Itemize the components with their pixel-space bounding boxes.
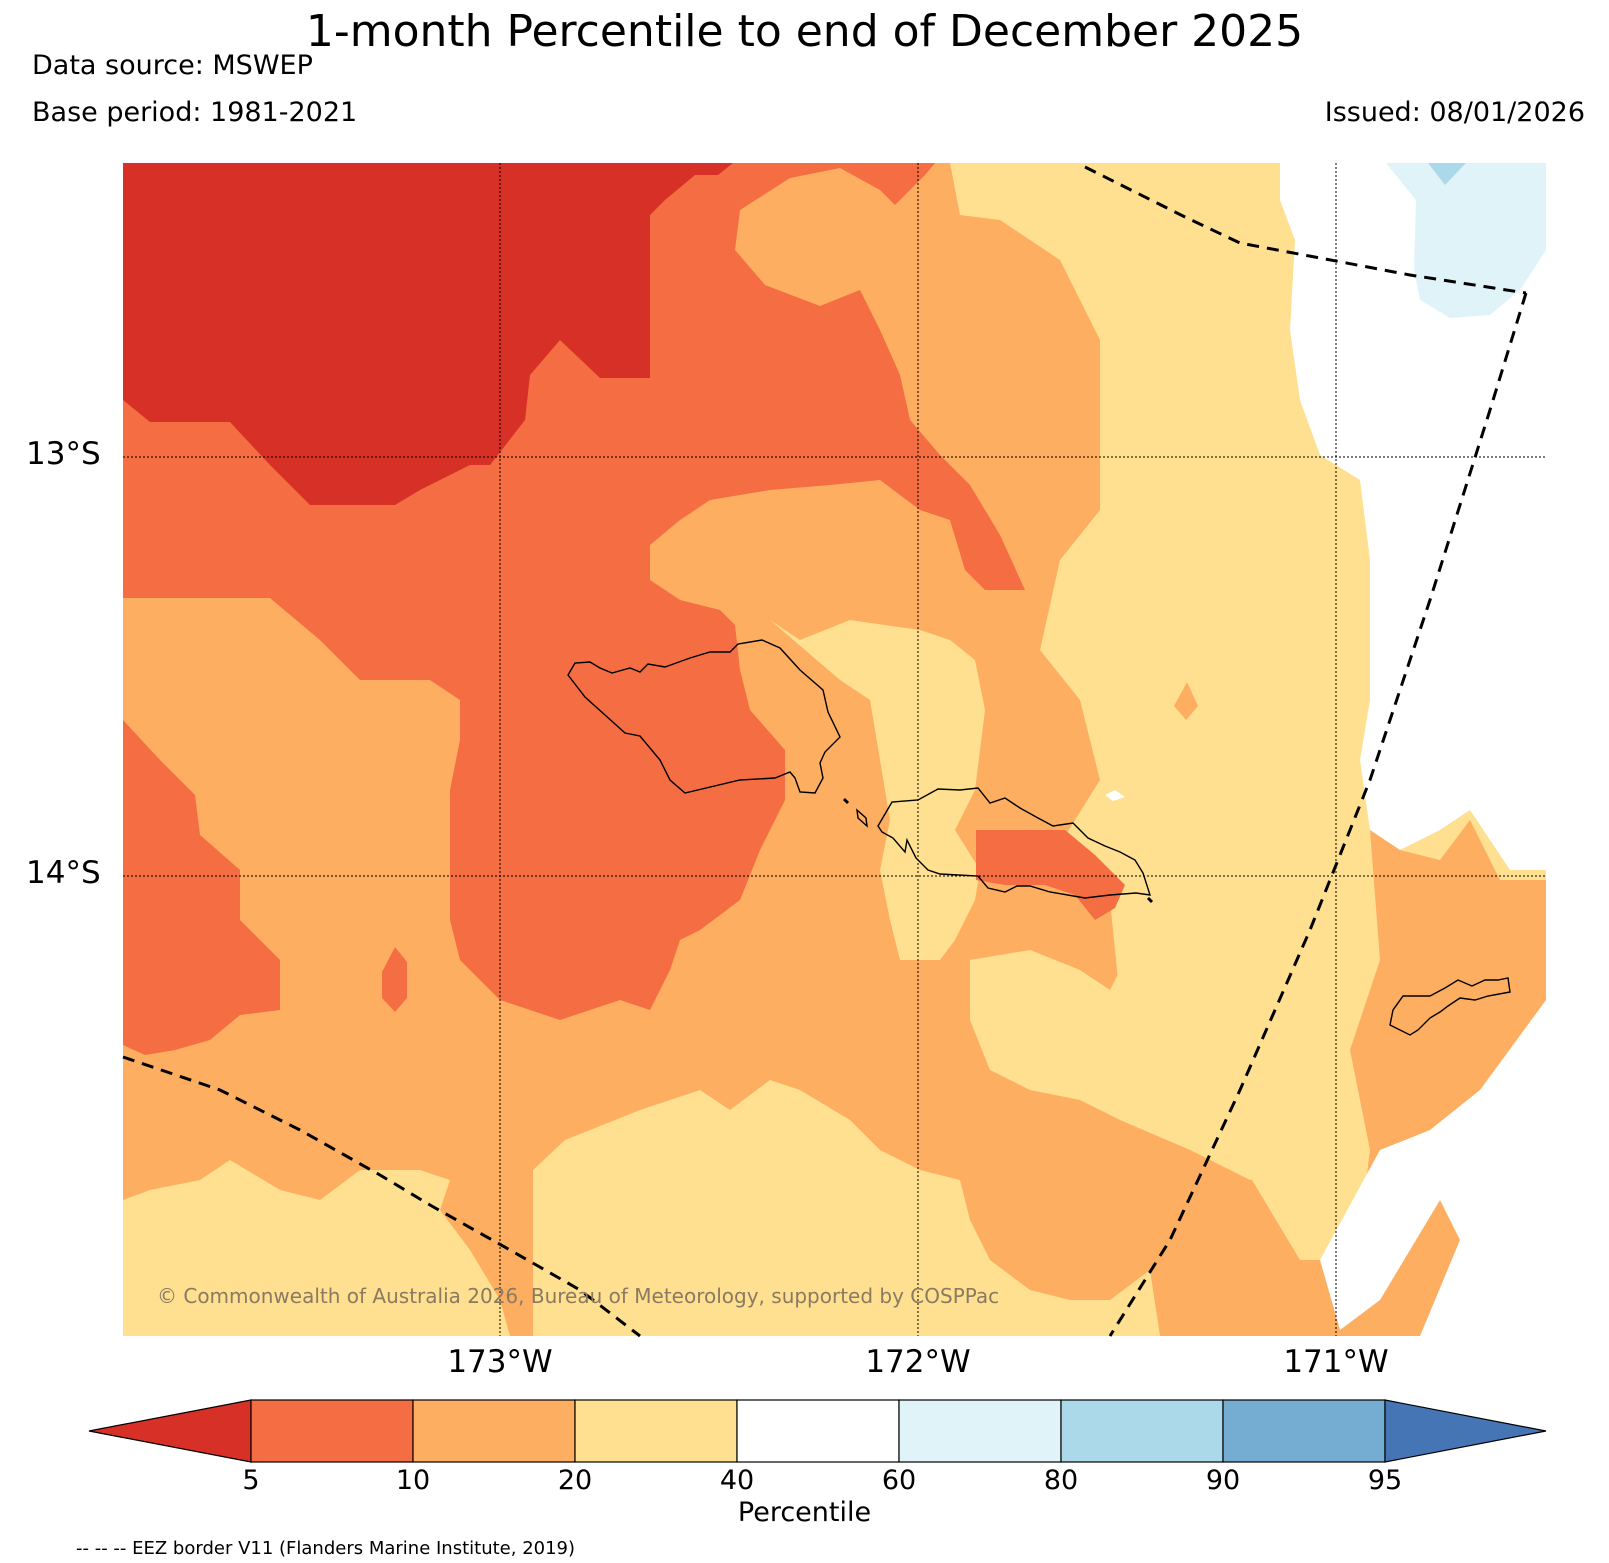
region-10-20-speck xyxy=(1174,682,1198,720)
lat-label-13s: 13°S xyxy=(26,436,101,472)
coastline-manono xyxy=(856,808,868,828)
eez-border-note: -- -- -- EEZ border V11 (Flanders Marine… xyxy=(76,1538,576,1559)
coastlines xyxy=(567,639,1511,1036)
colorbar-tick-10: 10 xyxy=(395,1465,431,1496)
colorbar-bin-60-80 xyxy=(898,1399,1062,1463)
region-40-60-northeast xyxy=(1280,163,1546,870)
colorbar-tick-90: 90 xyxy=(1205,1465,1241,1496)
data-source-label: Data source: MSWEP xyxy=(32,50,313,81)
region-60-80 xyxy=(1386,163,1546,318)
colorbar xyxy=(88,1399,1547,1463)
eez-border-east xyxy=(1108,292,1528,1337)
lat-label-14s: 14°S xyxy=(26,855,101,891)
coastline-upolu xyxy=(877,787,1152,899)
colorbar-bin-40-60 xyxy=(736,1399,900,1463)
colorbar-tick-80: 80 xyxy=(1043,1465,1079,1496)
lon-label-171w: 171°W xyxy=(1283,1344,1389,1380)
colorbar-bin-20-40 xyxy=(574,1399,738,1463)
colorbar-extend-high xyxy=(1384,1399,1547,1463)
region-40-60-southeast xyxy=(1320,1000,1546,1336)
region-40-60-island xyxy=(1105,790,1125,801)
region-20-40-south-center xyxy=(533,1080,1160,1336)
region-20-40-southwest xyxy=(123,1160,510,1336)
copyright-notice: © Commonwealth of Australia 2026, Bureau… xyxy=(157,1284,1000,1308)
colorbar-tick-40: 40 xyxy=(719,1465,755,1496)
percentile-contours xyxy=(123,163,1546,1336)
colorbar-tick-20: 20 xyxy=(557,1465,593,1496)
eez-border-southwest xyxy=(122,1055,641,1338)
region-20-40-center xyxy=(770,620,985,960)
region-20-40-southeast xyxy=(970,940,1300,1180)
issued-date-label: Issued: 08/01/2026 xyxy=(1324,97,1585,128)
eez-borders xyxy=(122,165,1528,1338)
colorbar-tick-5: 5 xyxy=(242,1465,260,1496)
colorbar-bin-90-95 xyxy=(1222,1399,1386,1463)
map-title: 1-month Percentile to end of December 20… xyxy=(305,6,1304,57)
lon-label-173w: 173°W xyxy=(447,1344,553,1380)
region-below-5 xyxy=(123,163,733,505)
colorbar-tick-60: 60 xyxy=(881,1465,917,1496)
colorbar-label: Percentile xyxy=(737,1497,872,1528)
eez-border-north xyxy=(1084,165,1527,295)
coastline-savaii xyxy=(567,639,841,794)
coastline-tutuila xyxy=(1389,977,1511,1036)
region-5-10-west xyxy=(123,720,280,1055)
graticule xyxy=(123,163,1546,1336)
colorbar-bin-80-90 xyxy=(1060,1399,1224,1463)
colorbar-tick-95: 95 xyxy=(1367,1465,1403,1496)
colorbar-extend-low xyxy=(88,1399,252,1463)
eez-border-fragment xyxy=(842,797,1154,904)
lon-label-172w: 172°W xyxy=(865,1344,971,1380)
region-80-90 xyxy=(1428,163,1466,185)
colorbar-bin-10-20 xyxy=(412,1399,576,1463)
base-period-label: Base period: 1981-2021 xyxy=(32,97,358,128)
colorbar-bin-5-10 xyxy=(250,1399,414,1463)
region-5-10-small xyxy=(382,947,407,1012)
